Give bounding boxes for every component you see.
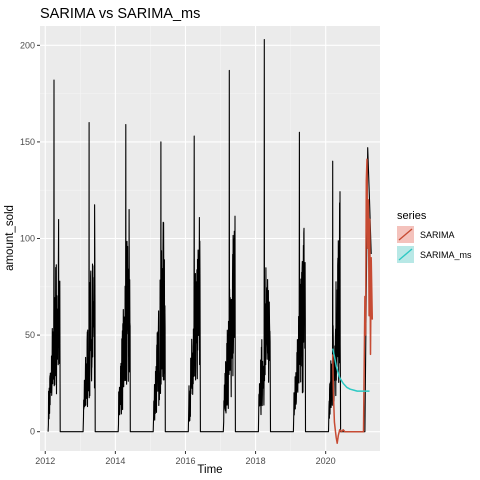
legend-key-line [398, 248, 413, 261]
actual-series-line [47, 38, 372, 433]
x-tick-label: 2012 [35, 456, 55, 466]
chart-title: SARIMA vs SARIMA_ms [40, 6, 200, 22]
x-axis-label: Time [197, 464, 222, 476]
x-tick-label: 2016 [175, 456, 195, 466]
series-line-sarima-ms [331, 348, 370, 392]
legend: series SARIMA SARIMA_ms [397, 210, 472, 263]
legend-label: SARIMA [420, 230, 455, 240]
y-axis-label: amount_sold [4, 205, 16, 271]
y-tick-label: 200 [20, 40, 35, 50]
x-tick-label: 2020 [316, 456, 336, 466]
axis-ticks: 2012 2014 2016 2018 2020 0 50 100 150 200 [20, 40, 336, 466]
y-tick-label: 150 [20, 137, 35, 147]
forecast-series [331, 158, 374, 445]
legend-title: series [397, 210, 427, 222]
legend-label: SARIMA_ms [420, 250, 472, 260]
actual-series [47, 38, 372, 433]
y-tick-label: 0 [30, 427, 35, 437]
y-tick-label: 50 [25, 330, 35, 340]
x-tick-label: 2018 [246, 456, 266, 466]
legend-key-line [398, 228, 413, 241]
y-tick-label: 100 [20, 234, 35, 244]
series-line-sarima [331, 158, 374, 445]
x-tick-label: 2014 [105, 456, 125, 466]
